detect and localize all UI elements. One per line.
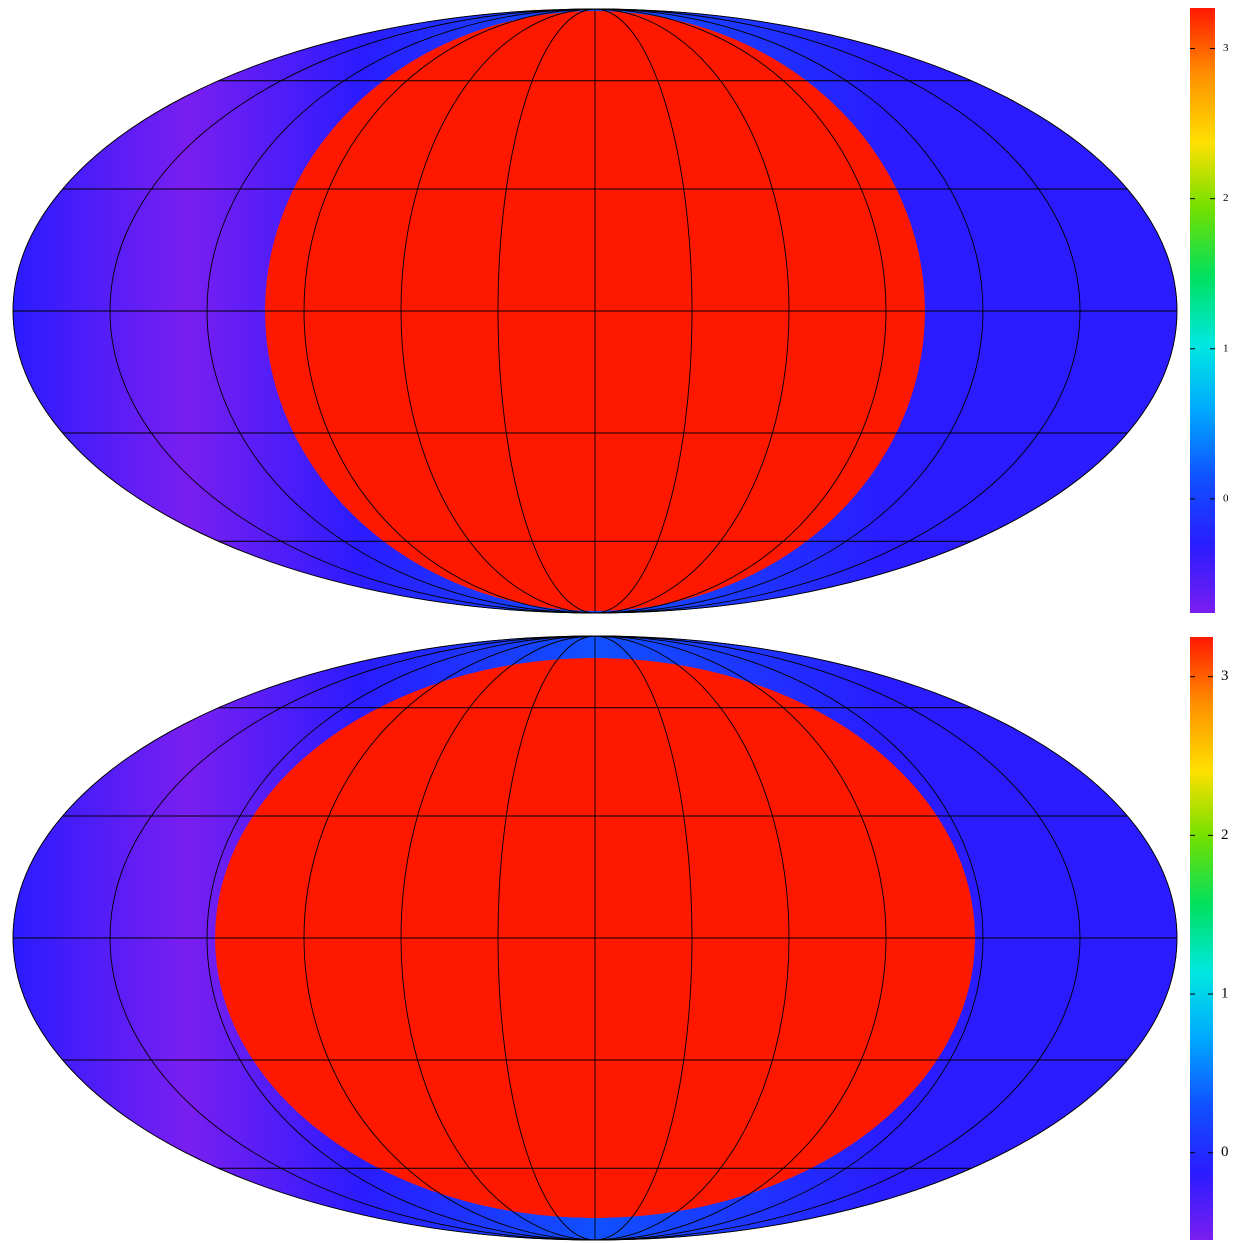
colorbar-tick-label: 0 [1221,1144,1229,1160]
colorbar-tick-label: 2 [1221,827,1229,843]
colorbar [1190,8,1215,613]
colorbar-tick-label: 3 [1221,668,1229,684]
colorbar-tick-label: 2 [1223,192,1229,204]
colorbar-tick-label: 1 [1223,342,1229,354]
colorbar-tick-label: 3 [1223,42,1229,54]
map-outline [12,635,1178,1241]
colorbar [1190,637,1213,1240]
colorbar-tick-label: 1 [1221,985,1229,1001]
map-outline [12,8,1178,614]
colorbar-tick-label: 0 [1223,492,1229,504]
